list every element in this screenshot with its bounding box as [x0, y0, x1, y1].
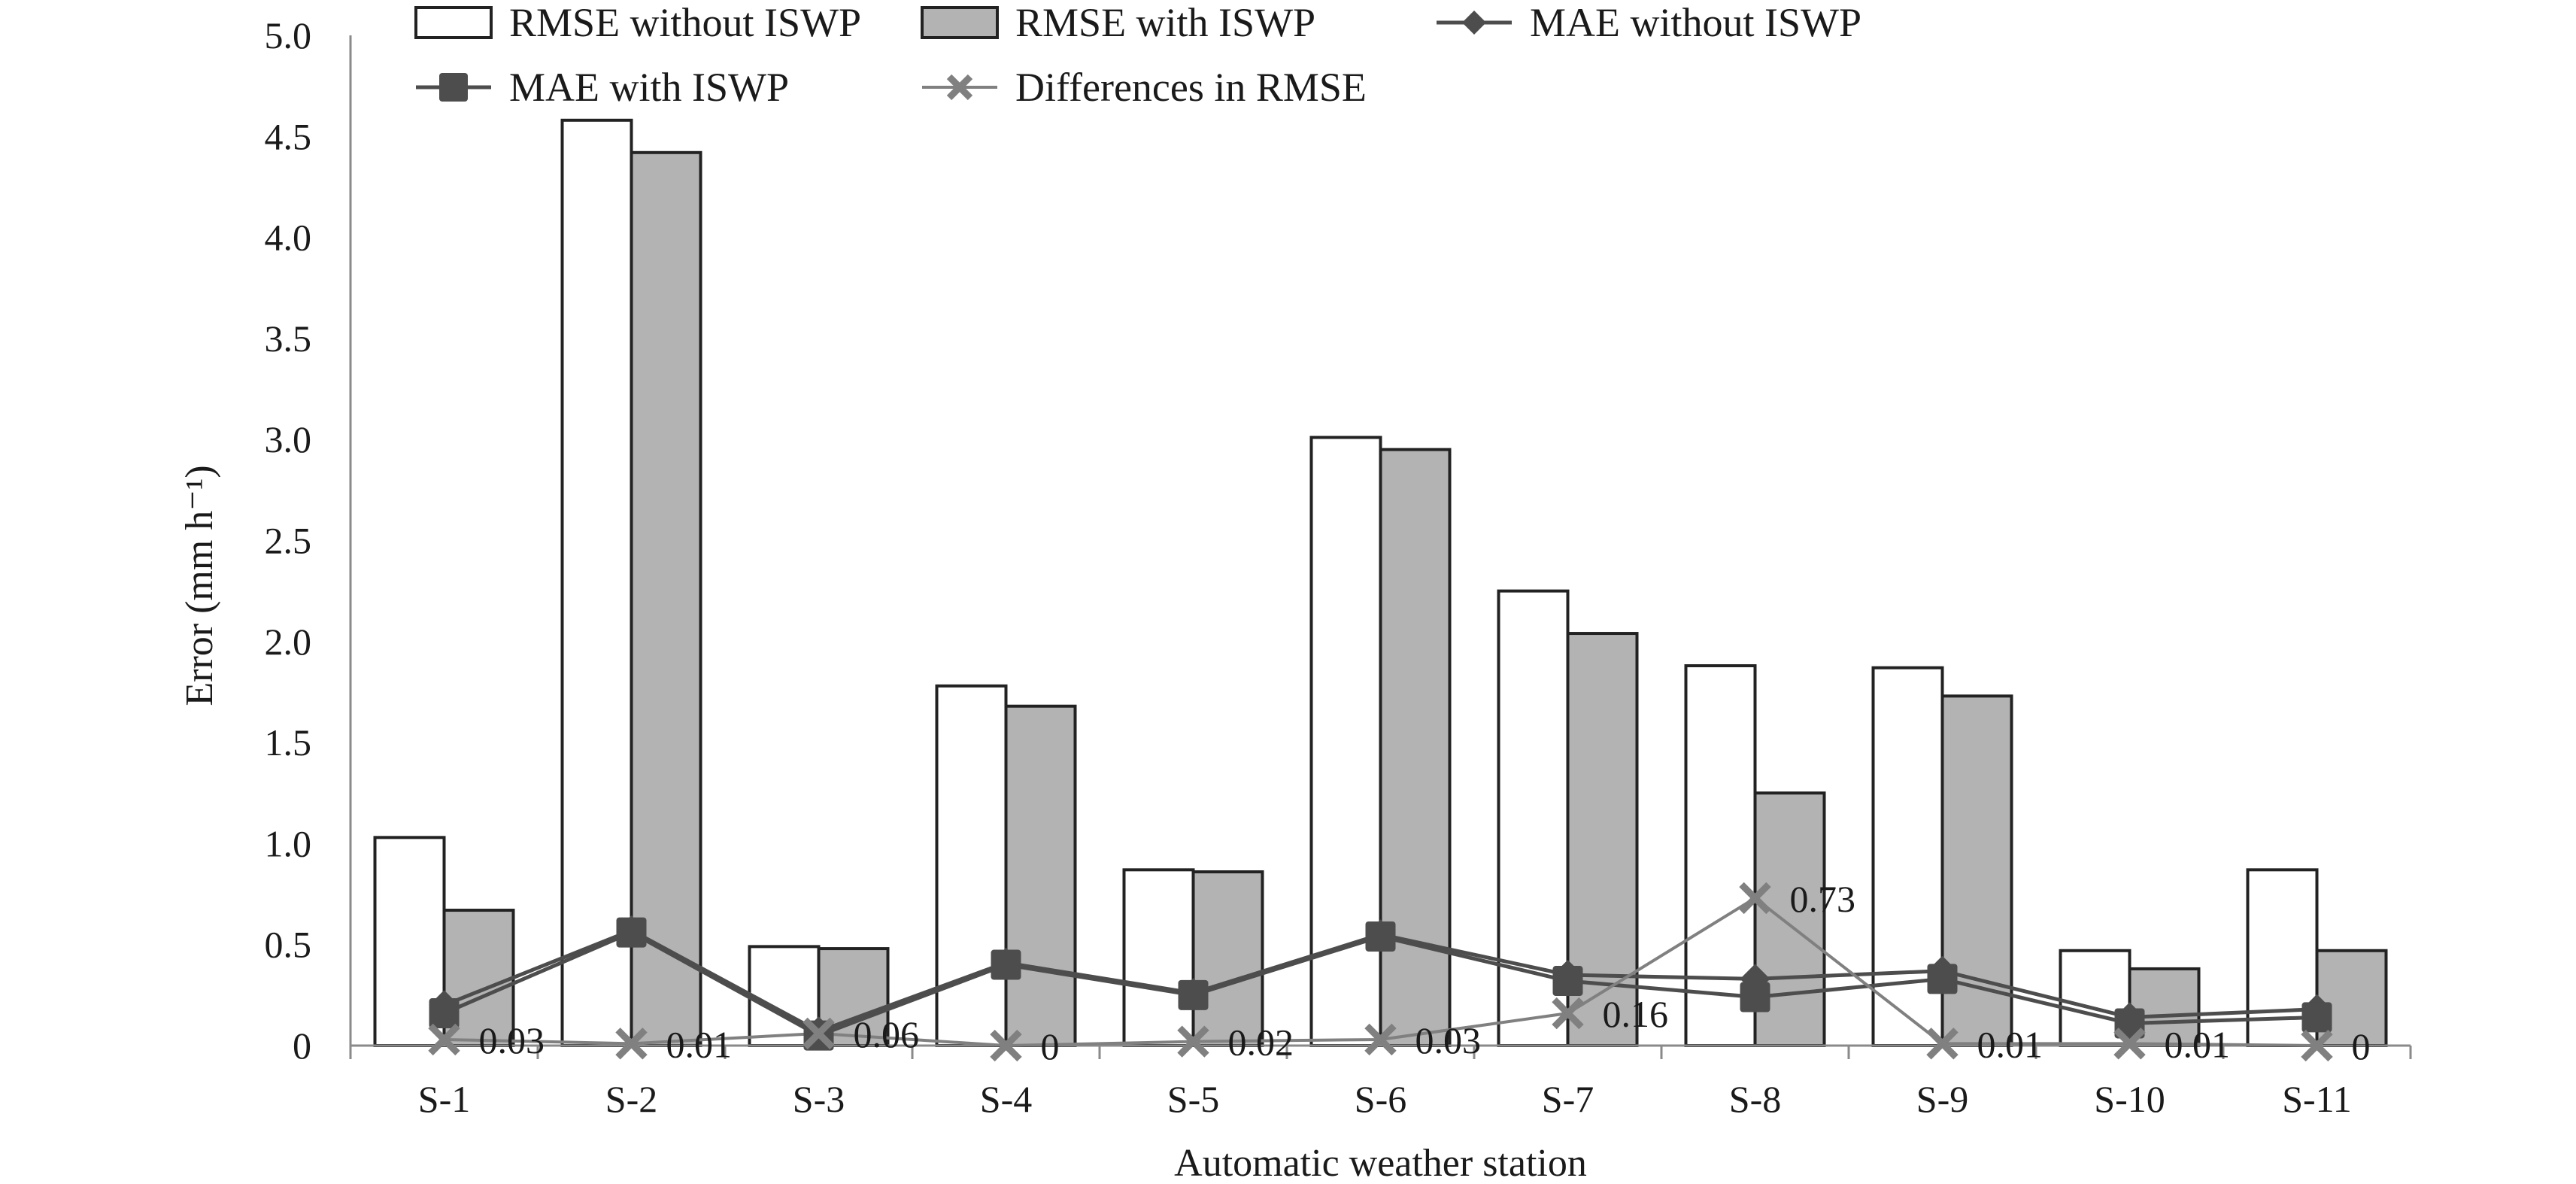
data-label-difference: 0.03 — [479, 1019, 545, 1061]
marker-differences-in-rmse — [2113, 1028, 2146, 1060]
x-axis-title: Automatic weather station — [1174, 1142, 1587, 1184]
marker-mae-with-iswp — [2301, 1002, 2332, 1033]
x-tick-label: S-4 — [980, 1078, 1032, 1120]
x-tick-label: S-7 — [1542, 1078, 1594, 1120]
y-tick-labels: 0 0.5 1.0 1.5 2.0 2.5 3.0 3.5 4.0 4.5 5.0 — [265, 14, 312, 1067]
x-tick-label: S-5 — [1167, 1078, 1219, 1120]
bar-rmse-with-iswp — [630, 150, 702, 1048]
legend-swatch-marker — [1462, 11, 1486, 35]
marker-mae-with-iswp — [1365, 921, 1396, 952]
x-tick-label: S-11 — [2282, 1078, 2352, 1120]
marker-differences-in-rmse — [428, 1023, 460, 1056]
marker-differences-in-rmse — [2301, 1029, 2333, 1062]
y-tick-label: 3.5 — [265, 317, 312, 360]
marker-differences-in-rmse — [1177, 1025, 1209, 1058]
data-label-difference: 0.01 — [1977, 1023, 2044, 1065]
legend-swatch — [414, 6, 493, 39]
y-tick-label: 4.5 — [265, 115, 312, 157]
legend: RMSE without ISWP RMSE with ISWP MAE witho… — [414, 0, 1861, 110]
legend-label: RMSE without ISWP — [509, 0, 861, 45]
bar-rmse-with-iswp — [1379, 448, 1452, 1047]
x-tick-label: S-10 — [2094, 1078, 2165, 1120]
data-label-difference: 0.03 — [1415, 1019, 1482, 1061]
data-label-difference: 0.01 — [2165, 1023, 2231, 1065]
marker-mae-with-iswp — [1552, 966, 1583, 997]
y-tick-label: 1.5 — [265, 721, 312, 764]
legend-swatch — [921, 6, 999, 39]
y-tick-label: 0 — [293, 1025, 311, 1067]
marker-differences-in-rmse — [990, 1029, 1022, 1062]
data-label-difference: 0.73 — [1790, 878, 1856, 920]
x-tick-label: S-8 — [1729, 1078, 1781, 1120]
legend-swatch-marker — [439, 73, 468, 102]
data-labels-layer: 0.03 0.01 0.06 0 0.02 0.03 0.16 0.73 0.01 0.01 0 — [479, 878, 2371, 1067]
data-label-difference: 0 — [2352, 1025, 2371, 1067]
marker-differences-in-rmse — [1552, 997, 1584, 1030]
legend-swatch-marker — [946, 74, 973, 101]
marker-mae-with-iswp — [991, 949, 1021, 980]
marker-mae-with-iswp — [429, 998, 460, 1029]
bars-layer — [373, 118, 2388, 1048]
marker-mae-with-iswp — [1927, 964, 1958, 994]
y-tick-label: 4.0 — [265, 217, 312, 259]
marker-differences-in-rmse — [1364, 1023, 1397, 1056]
marker-mae-with-iswp — [616, 917, 647, 948]
x-tick-label: S-3 — [793, 1078, 845, 1120]
x-tick-labels: S-1 S-2 S-3 S-4 S-5 S-6 S-7 S-8 S-9 S-10 S-11 — [349, 1046, 2412, 1120]
marker-mae-with-iswp — [1178, 979, 1209, 1010]
markers-layer — [428, 882, 2333, 1062]
marker-differences-in-rmse — [803, 1017, 835, 1050]
marker-differences-in-rmse — [615, 1028, 648, 1060]
data-label-difference: 0.02 — [1228, 1022, 1294, 1064]
y-axis-title: Error (mm h⁻¹) — [178, 465, 221, 706]
y-tick-label: 5.0 — [265, 14, 312, 56]
data-label-difference: 0 — [1041, 1025, 1060, 1067]
y-tick-label: 2.0 — [265, 621, 312, 663]
y-tick-label: 2.5 — [265, 520, 312, 562]
data-label-difference: 0.06 — [854, 1013, 920, 1055]
legend-label: MAE without ISWP — [1530, 0, 1861, 45]
marker-differences-in-rmse — [1739, 882, 1771, 915]
marker-mae-with-iswp — [1740, 982, 1770, 1012]
legend-label: Differences in RMSE — [1015, 65, 1367, 110]
x-tick-label: S-2 — [605, 1078, 657, 1120]
x-tick-label: S-6 — [1355, 1078, 1406, 1120]
bar-rmse-without-iswp — [560, 118, 633, 1047]
y-tick-label: 3.0 — [265, 418, 312, 460]
marker-mae-with-iswp — [2114, 1008, 2145, 1039]
bar-rmse-without-iswp — [1122, 868, 1195, 1047]
legend-label: MAE with ISWP — [509, 65, 789, 110]
x-tick-label: S-9 — [1916, 1078, 1968, 1120]
x-tick-label: S-1 — [418, 1078, 470, 1120]
data-label-difference: 0.16 — [1603, 993, 1669, 1035]
legend-label: RMSE with ISWP — [1015, 0, 1315, 45]
bar-rmse-without-iswp — [935, 684, 1008, 1048]
data-label-difference: 0.01 — [666, 1023, 733, 1065]
bar-rmse-with-iswp — [1004, 704, 1077, 1047]
marker-differences-in-rmse — [1926, 1028, 1959, 1060]
y-tick-label: 1.0 — [265, 822, 312, 864]
y-tick-label: 0.5 — [265, 924, 312, 966]
bar-rmse-with-iswp — [1191, 870, 1264, 1048]
